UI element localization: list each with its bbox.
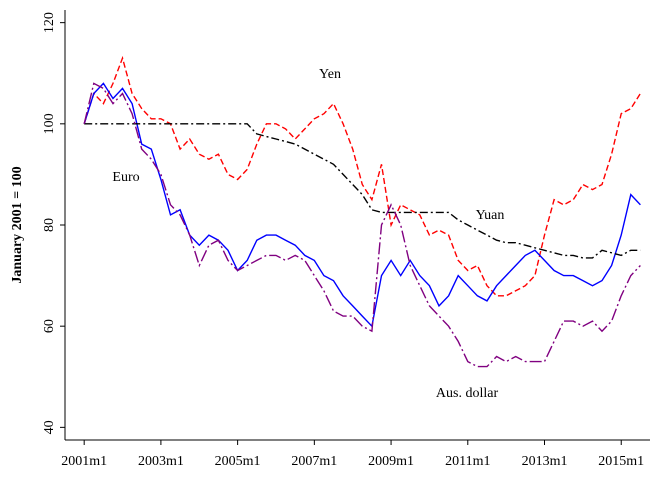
x-tick-label: 2005m1 xyxy=(215,454,261,469)
y-tick-label: 100 xyxy=(42,113,57,134)
x-tick-label: 2009m1 xyxy=(368,454,414,469)
series-line xyxy=(83,82,641,328)
x-tick-label: 2007m1 xyxy=(291,454,337,469)
y-tick-label: 40 xyxy=(42,420,57,434)
series-label: Yuan xyxy=(476,208,505,223)
x-tick-label: 2011m1 xyxy=(445,454,490,469)
series-label: Aus. dollar xyxy=(436,386,499,401)
series-line xyxy=(83,55,641,297)
series-line xyxy=(84,123,641,259)
y-tick-label: 80 xyxy=(42,218,57,232)
x-tick-label: 2003m1 xyxy=(138,454,184,469)
x-tick-label: 2001m1 xyxy=(61,454,107,469)
y-tick-label: 120 xyxy=(42,12,57,33)
y-tick-label: 60 xyxy=(42,319,57,333)
x-tick-label: 2015m1 xyxy=(598,454,644,469)
y-axis-label: January 2001 = 100 xyxy=(10,166,25,283)
x-tick-label: 2013m1 xyxy=(522,454,568,469)
series-line xyxy=(83,82,641,368)
series-label: Yen xyxy=(319,67,341,82)
series-label: Euro xyxy=(112,170,139,185)
